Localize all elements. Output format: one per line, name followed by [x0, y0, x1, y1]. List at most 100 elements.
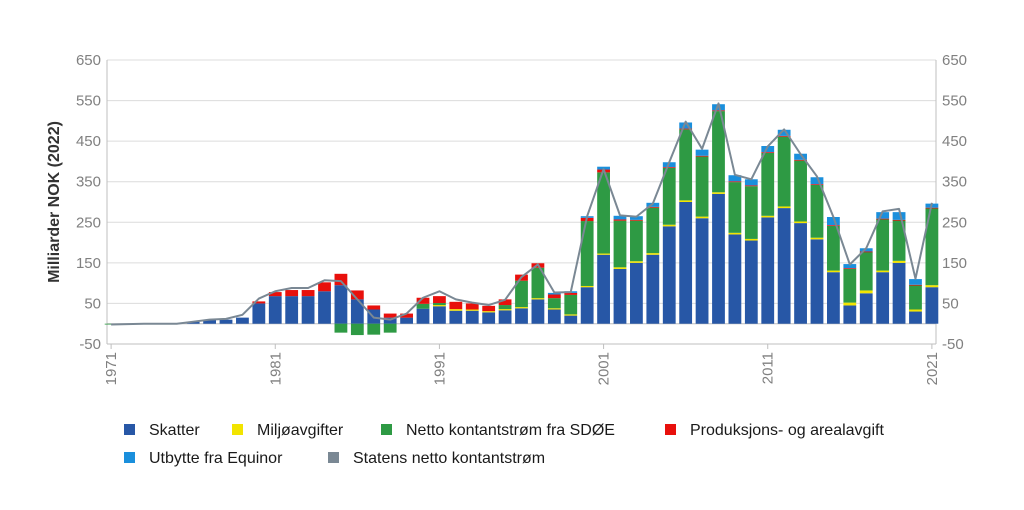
bar-segment-milj-avgifter-2013	[794, 221, 807, 224]
x-tick-label: 2011	[760, 352, 777, 384]
bar-segment-skatter-2009	[728, 234, 742, 324]
bar-segment-milj-avgifter-1993	[465, 309, 479, 311]
bar-segment-produksjons-og-arealavgift-1999	[564, 292, 578, 295]
bar-segment-milj-avgifter-2003	[630, 261, 643, 263]
bar-segment-utbytte-fra-equinor-1998	[547, 292, 561, 295]
bar-segment-netto-kontantstr-m-fra-sd-e-2014	[810, 184, 824, 238]
bar-segment-milj-avgifter-1992	[449, 309, 463, 311]
bar-segment-netto-kontantstr-m-fra-sd-e-2006	[679, 129, 693, 201]
legend: Skatter Miljøavgifter Netto kontantstrøm f…	[124, 422, 884, 467]
bar-segment-netto-kontantstr-m-fra-sd-e-1995	[498, 305, 512, 310]
bar-segment-milj-avgifter-2004	[646, 253, 660, 255]
bar-segment-netto-kontantstr-m-fra-sd-e-2002	[613, 220, 627, 268]
bar-segment-utbytte-fra-equinor-2006	[679, 122, 693, 129]
y-tick-label-right: 650	[942, 52, 967, 69]
bar-segment-milj-avgifter-2007	[695, 216, 709, 219]
bar-segment-utbytte-fra-equinor-2017	[859, 248, 873, 252]
bar-segment-produksjons-og-arealavgift-1988	[383, 313, 397, 318]
bar-segment-produksjons-og-arealavgift-1986	[350, 290, 364, 300]
bar-segment-utbytte-fra-equinor-2011	[761, 146, 775, 153]
bar-segment-produksjons-og-arealavgift-2010	[744, 185, 758, 187]
bar-segment-milj-avgifter-1998	[547, 308, 561, 310]
bar-segment-milj-avgifter-2020	[909, 309, 922, 312]
legend-label-statens-netto-kontantstr-m: Statens netto kontantstrøm	[353, 450, 545, 467]
bar-segment-skatter-1999	[564, 315, 578, 324]
bar-segment-skatter-2013	[794, 223, 807, 324]
bar-segment-produksjons-og-arealavgift-1990	[416, 297, 430, 304]
bar-segment-milj-avgifter-2010	[744, 238, 758, 241]
bar-segment-milj-avgifter-2014	[810, 237, 824, 240]
bar-segment-milj-avgifter-2009	[728, 232, 742, 235]
bar-segment-skatter-1998	[547, 309, 561, 324]
bar-segment-skatter-1979	[236, 317, 249, 324]
bar-segment-produksjons-og-arealavgift-2012	[777, 135, 791, 137]
bar-segment-produksjons-og-arealavgift-2020	[909, 284, 922, 286]
legend-label-milj-avgifter: Miljøavgifter	[257, 422, 344, 439]
legend-swatch-statens-netto-kontantstr-m	[328, 452, 339, 463]
y-tick-label-right: 350	[942, 174, 967, 191]
bar-segment-utbytte-fra-equinor-2020	[909, 279, 922, 285]
bar-segment-skatter-1980	[252, 303, 266, 324]
bar-segment-netto-kontantstr-m-fra-sd-e-1985	[334, 323, 348, 333]
bar-segment-utbytte-fra-equinor-2010	[744, 179, 758, 186]
bar-segment-skatter-2018	[876, 272, 890, 324]
tick-labels: -50 -50 50 50 150 150 250 250 350 350 450 450 550 550…	[76, 52, 967, 385]
bar-segment-produksjons-og-arealavgift-2004	[646, 206, 660, 208]
bar-segment-produksjons-og-arealavgift-2015	[827, 225, 840, 226]
legend-label-netto-kontantstr-m-fra-sd-e: Netto kontantstrøm fra SDØE	[406, 422, 615, 439]
bar-segment-produksjons-og-arealavgift-2002	[613, 219, 627, 221]
bar-segment-milj-avgifter-2018	[876, 270, 890, 273]
bar-segment-produksjons-og-arealavgift-2008	[712, 110, 725, 112]
bar-segment-netto-kontantstr-m-fra-sd-e-2010	[744, 186, 758, 239]
bar-segment-produksjons-og-arealavgift-2005	[662, 167, 676, 168]
bar-segment-skatter-1976	[186, 321, 200, 324]
bar-segment-netto-kontantstr-m-fra-sd-e-2007	[695, 156, 709, 217]
y-tick-label-right: 550	[942, 93, 967, 110]
bar-segment-produksjons-og-arealavgift-1994	[482, 305, 496, 312]
bar-segment-skatter-2021	[925, 287, 939, 324]
bar-segment-skatter-2004	[646, 254, 660, 324]
bar-segment-utbytte-fra-equinor-2019	[892, 212, 906, 220]
bar-segment-produksjons-og-arealavgift-2006	[679, 128, 693, 130]
bar-segment-produksjons-og-arealavgift-1987	[367, 305, 381, 310]
bar-segment-produksjons-og-arealavgift-2017	[859, 251, 873, 253]
bar-segment-netto-kontantstr-m-fra-sd-e-2004	[646, 207, 660, 254]
bar-segment-utbytte-fra-equinor-2001	[597, 166, 610, 170]
bar-segment-produksjons-og-arealavgift-1984	[318, 282, 331, 292]
legend-swatch-utbytte-fra-equinor	[124, 452, 135, 463]
y-tick-label-right: 250	[942, 214, 967, 231]
x-tick-label: 1991	[431, 352, 448, 385]
bar-segment-produksjons-og-arealavgift-2009	[728, 181, 742, 183]
bar-segment-netto-kontantstr-m-fra-sd-e-1991	[433, 303, 446, 306]
bar-segment-netto-kontantstr-m-fra-sd-e-2020	[909, 285, 922, 310]
bar-segment-skatter-1994	[482, 312, 496, 324]
bar-segment-netto-kontantstr-m-fra-sd-e-2001	[597, 172, 610, 254]
y-tick-label-left: 150	[76, 255, 101, 272]
bar-segment-milj-avgifter-2006	[679, 200, 693, 202]
bar-segment-milj-avgifter-2000	[580, 285, 594, 288]
bar-segment-skatter-2007	[695, 218, 709, 324]
bar-segment-produksjons-og-arealavgift-2011	[761, 152, 775, 153]
bar-segment-produksjons-og-arealavgift-1980	[252, 301, 266, 304]
bar-segment-produksjons-og-arealavgift-2016	[843, 268, 857, 269]
bar-segment-produksjons-og-arealavgift-2021	[925, 207, 939, 209]
bar-segment-netto-kontantstr-m-fra-sd-e-2016	[843, 268, 857, 303]
bar-segment-skatter-2020	[909, 311, 922, 324]
bar-segment-skatter-1990	[416, 308, 430, 324]
x-tick-label: 2021	[924, 352, 941, 385]
bar-segment-produksjons-og-arealavgift-1989	[400, 313, 413, 318]
y-tick-label-left: 550	[76, 93, 101, 110]
bar-segment-skatter-1997	[531, 299, 545, 324]
bar-segment-skatter-2002	[613, 268, 627, 324]
bar-segment-skatter-1981	[268, 296, 282, 324]
bar-segment-skatter-1988	[383, 317, 397, 324]
bar-segment-skatter-2019	[892, 262, 906, 324]
bar-segment-milj-avgifter-1994	[482, 311, 496, 313]
bar-segment-milj-avgifter-2017	[859, 290, 873, 294]
bar-segment-utbytte-fra-equinor-2009	[728, 175, 742, 182]
bar-segment-skatter-2012	[777, 208, 791, 324]
bar-segment-netto-kontantstr-m-fra-sd-e-2012	[777, 136, 791, 207]
bar-segment-milj-avgifter-2015	[827, 270, 840, 273]
bar-segment-produksjons-og-arealavgift-2018	[876, 218, 890, 220]
